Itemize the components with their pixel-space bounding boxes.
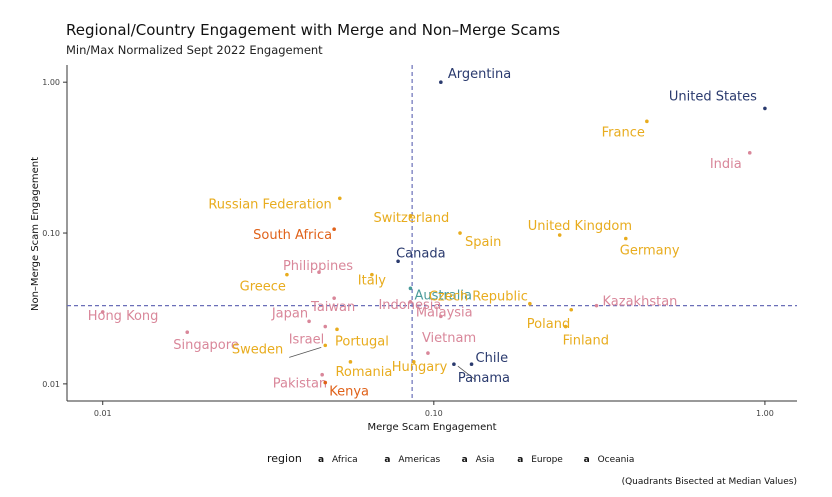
label-kenya: Kenya: [329, 385, 369, 400]
label-vietnam: Vietnam: [422, 331, 476, 346]
y-tick-label: 0.10: [42, 229, 60, 238]
legend-label-americas: Americas: [398, 455, 440, 465]
chart-subtitle: Min/Max Normalized Sept 2022 Engagement: [66, 43, 323, 57]
point-singapore: [185, 330, 190, 335]
label-finland: Finland: [563, 334, 609, 349]
point-japan: [307, 319, 311, 324]
leader-line-sweden: [289, 346, 322, 358]
label-czech-republic: Czech Republic: [429, 290, 528, 305]
label-panama: Panama: [458, 371, 510, 386]
label-indonesia: Indonesia: [378, 298, 441, 313]
x-axis-label: Merge Scam Engagement: [367, 422, 496, 433]
label-japan: Japan: [271, 306, 308, 321]
legend-label-africa: Africa: [332, 455, 358, 465]
x-tick-label: 0.10: [425, 409, 443, 418]
label-united-kingdom: United Kingdom: [528, 219, 632, 234]
point-france: [645, 119, 649, 124]
point-israel: [323, 324, 328, 329]
point-india: [747, 151, 752, 155]
point-italy: [370, 272, 374, 277]
point-spain: [458, 231, 462, 235]
legend-label-asia: Asia: [476, 455, 495, 465]
label-australia: Australia: [414, 288, 472, 303]
y-tick-label: 0.01: [42, 380, 60, 389]
label-hong-kong: Hong Kong: [88, 309, 159, 324]
point-greece: [285, 272, 289, 277]
label-russian-federation: Russian Federation: [208, 197, 331, 212]
label-switzerland: Switzerland: [373, 211, 449, 226]
point-panama: [452, 362, 456, 367]
label-germany: Germany: [620, 243, 680, 258]
legend-key-africa: a: [318, 455, 324, 465]
point-hong-kong: [100, 310, 105, 314]
legend-title: region: [267, 452, 302, 465]
point-finland: [563, 324, 568, 329]
quadrant-note: (Quadrants Bisected at Median Values): [622, 477, 797, 487]
point-argentina: [439, 80, 443, 84]
point-romania: [348, 360, 353, 364]
label-sweden: Sweden: [232, 342, 283, 357]
point-indonesia: [408, 300, 413, 304]
label-argentina: Argentina: [448, 67, 511, 82]
label-philippines: Philippines: [283, 259, 353, 274]
label-france: France: [602, 125, 645, 140]
point-united-kingdom: [557, 233, 562, 237]
point-chile: [469, 362, 474, 367]
label-kazakhstan: Kazakhstan: [603, 295, 678, 310]
label-spain: Spain: [465, 235, 501, 250]
legend: region a Africa a Americas a Asia a Europe a Ocea…: [267, 452, 634, 465]
y-tick-label: 1.00: [42, 78, 60, 87]
legend-key-oceania: a: [584, 455, 590, 465]
point-south-africa: [332, 227, 336, 232]
y-axis-label: Non–Merge Scam Engagement: [30, 157, 41, 311]
point-malaysia: [439, 314, 443, 319]
label-chile: Chile: [476, 351, 509, 366]
legend-key-americas: a: [384, 455, 390, 465]
label-israel: Israel: [289, 333, 325, 348]
point-philippines: [317, 270, 321, 274]
point-vietnam: [426, 351, 430, 355]
point-switzerland: [408, 214, 413, 218]
label-canada: Canada: [396, 246, 445, 261]
label-taiwan: Taiwan: [310, 300, 355, 315]
legend-key-asia: a: [462, 455, 468, 465]
point-germany: [623, 236, 628, 241]
label-portugal: Portugal: [335, 334, 389, 349]
point-united-states: [763, 106, 767, 111]
label-india: India: [710, 157, 742, 172]
point-russian-federation: [337, 196, 342, 201]
label-pakistan: Pakistan: [273, 377, 327, 392]
label-greece: Greece: [240, 280, 286, 295]
label-malaysia: Malaysia: [416, 305, 473, 320]
legend-label-oceania: Oceania: [598, 455, 635, 465]
point-kazakhstan: [594, 303, 599, 308]
label-united-states: United States: [669, 89, 757, 104]
point-canada: [396, 259, 400, 264]
point-sweden: [323, 343, 328, 348]
chart-title: Regional/Country Engagement with Merge a…: [66, 21, 560, 39]
point-czech-republic: [528, 301, 532, 306]
point-portugal: [335, 327, 339, 332]
point-taiwan: [332, 296, 336, 300]
x-tick-label: 1.00: [756, 409, 774, 418]
leader-line-panama: [457, 365, 477, 381]
point-poland: [569, 307, 574, 312]
label-italy: Italy: [358, 274, 387, 289]
label-hungary: Hungary: [392, 360, 448, 375]
legend-key-europe: a: [517, 455, 523, 465]
label-south-africa: South Africa: [253, 228, 332, 243]
point-pakistan: [320, 372, 324, 377]
label-singapore: Singapore: [173, 338, 239, 353]
x-tick-label: 0.01: [94, 409, 112, 418]
point-australia: [408, 286, 413, 291]
label-romania: Romania: [335, 365, 392, 380]
legend-label-europe: Europe: [531, 455, 563, 465]
label-poland: Poland: [527, 317, 570, 332]
point-kenya: [323, 380, 328, 385]
plot-area: 0.01 0.10 1.00 0.01 0.10 1.00 Argentina United …: [42, 65, 797, 418]
point-hungary: [411, 360, 416, 364]
